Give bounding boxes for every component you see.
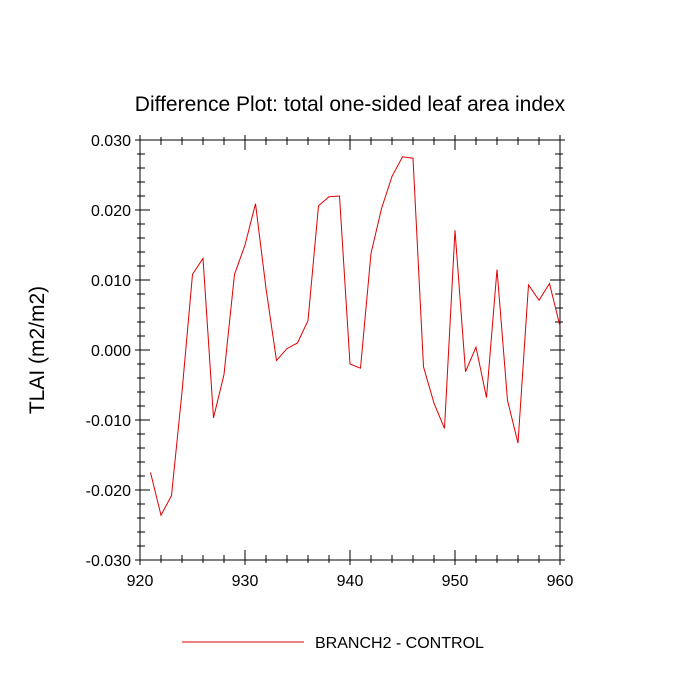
series-line	[150, 156, 561, 517]
axis-tick-labels: 920 930 940 950 960 -0.030 -0.020 -0.010 0.000 0.…	[86, 133, 574, 590]
x-tick-label: 940	[337, 573, 364, 590]
plot-frame	[139, 139, 561, 561]
x-tick-label: 920	[127, 573, 154, 590]
y-tick-label: 0.020	[91, 203, 131, 220]
y-tick-label: -0.020	[86, 483, 131, 500]
x-tick-label: 950	[442, 573, 469, 590]
chart-title: Difference Plot: total one-sided leaf ar…	[135, 93, 566, 116]
y-tick-label: -0.010	[86, 413, 131, 430]
y-axis-label: TLAI (m2/m2)	[26, 286, 49, 414]
axis-ticks	[135, 135, 565, 565]
series-layer	[150, 156, 561, 517]
legend-label: BRANCH2 - CONTROL	[315, 635, 484, 652]
y-tick-label: 0.000	[91, 343, 131, 360]
legend: BRANCH2 - CONTROL	[182, 635, 484, 652]
y-tick-label: 0.010	[91, 273, 131, 290]
x-tick-label: 960	[547, 573, 574, 590]
y-tick-label: -0.030	[86, 553, 131, 570]
y-tick-label: 0.030	[91, 133, 131, 150]
x-tick-label: 930	[232, 573, 259, 590]
